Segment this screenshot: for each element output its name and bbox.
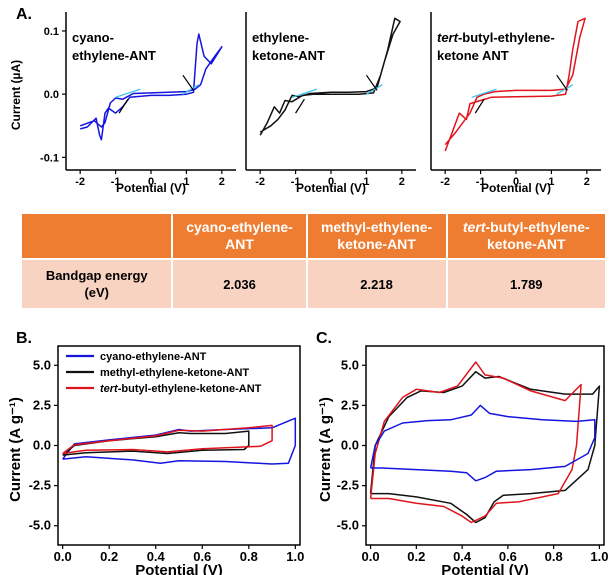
x-tick-label: 0.8 [240, 549, 258, 564]
x-tick-label: 1 [548, 176, 554, 188]
x-tick-label: 1.0 [590, 549, 608, 564]
table-header-tert: tert-butyl-ethylene-ketone-ANT [447, 214, 605, 258]
legend-label: cyano-ethylene-ANT [100, 351, 207, 363]
x-tick-label: -1 [291, 176, 301, 188]
onset-arrow-oxidation [182, 74, 194, 91]
chart-annotation: tert-butyl-ethylene- [437, 30, 555, 45]
table-corner-cell [22, 214, 172, 258]
series-line-black [369, 370, 601, 524]
y-tick-label: 0.0 [44, 89, 59, 101]
y-tick-label: 5.0 [341, 357, 359, 372]
x-axis-label: Potential (V) [441, 562, 529, 575]
y-axis-label: Current (µA) [9, 60, 23, 130]
x-tick-label: -2 [255, 176, 265, 188]
y-axis-label: Current (A g⁻¹) [7, 397, 24, 502]
x-tick-label: -2 [440, 176, 450, 188]
table-value-methyl: 2.218 [307, 260, 446, 308]
series-line-red [444, 17, 586, 152]
y-tick-label: -2.5 [29, 478, 51, 493]
x-tick-label: 2 [399, 176, 405, 188]
x-tick-label: 1 [183, 176, 189, 188]
y-tick-label: 5.0 [33, 357, 51, 372]
legend-label: tert-butyl-ethylene-ketone-ANT [100, 383, 262, 395]
y-tick-label: 0.0 [341, 438, 359, 453]
bandgap-table: cyano-ethylene- ANT methyl-ethylene-keton… [20, 212, 607, 310]
table-row-label: Bandgap energy (eV) [22, 260, 172, 308]
x-tick-label: 0.4 [453, 549, 472, 564]
x-tick-label: 0.8 [545, 549, 563, 564]
series-line-red [369, 361, 582, 524]
y-tick-label: -5.0 [337, 518, 359, 533]
legend-label: methyl-ethylene-ketone-ANT [100, 367, 249, 379]
onset-tangent-oxidation [182, 84, 200, 95]
onset-arrow-reduction [118, 98, 129, 114]
y-axis-label: Current (A g⁻¹) [317, 397, 334, 502]
y-tick-label: 0.1 [44, 26, 59, 38]
x-axis-label: Potential (V) [481, 181, 551, 195]
chart-annotation: ketone-ANT [252, 48, 325, 63]
y-tick-label: 0.0 [33, 438, 51, 453]
series-line-blue [62, 417, 297, 465]
chart-annotation: ketone ANT [437, 48, 509, 63]
table-value-tert: 1.789 [447, 260, 605, 308]
x-tick-label: 0 [328, 176, 334, 188]
chart-annotation: cyano- [72, 30, 114, 45]
onset-tangent-oxidation [556, 84, 573, 95]
y-tick-label: -0.1 [40, 152, 59, 164]
x-tick-label: 0 [148, 176, 154, 188]
x-tick-label: 0.0 [54, 549, 72, 564]
x-tick-label: 0.0 [362, 549, 380, 564]
onset-tangent-oxidation [366, 84, 383, 95]
y-tick-label: 2.5 [341, 397, 359, 412]
table-value-cyano: 2.036 [173, 260, 306, 308]
x-tick-label: 1.0 [286, 549, 304, 564]
onset-arrow-reduction [474, 98, 485, 114]
x-tick-label: 0 [513, 176, 519, 188]
x-tick-label: -1 [111, 176, 121, 188]
onset-tangent-reduction [115, 88, 141, 98]
x-tick-label: 2 [584, 176, 590, 188]
x-tick-label: 0.6 [193, 549, 211, 564]
onset-arrow-oxidation [365, 74, 378, 91]
table-header-methyl: methyl-ethylene-ketone-ANT [307, 214, 446, 258]
panel-label-c: C. [316, 330, 332, 347]
chart-annotation: ethylene-ANT [72, 48, 156, 63]
series-line-blue [79, 33, 223, 141]
x-tick-label: 1 [363, 176, 369, 188]
y-tick-label: -5.0 [29, 518, 51, 533]
onset-arrow-oxidation [556, 74, 568, 91]
x-axis-label: Potential (V) [116, 181, 186, 195]
panel-label-a: A. [16, 6, 32, 23]
x-tick-label: 0.2 [407, 549, 425, 564]
x-axis-label: Potential (V) [296, 181, 366, 195]
x-tick-label: 0.4 [147, 549, 166, 564]
onset-tangent-reduction [291, 88, 318, 98]
x-axis-label: Potential (V) [135, 562, 223, 575]
chart-annotation: ethylene- [252, 30, 309, 45]
series-line-blue [369, 404, 596, 482]
onset-arrow-reduction [295, 98, 305, 114]
x-tick-label: 0.2 [100, 549, 118, 564]
x-tick-label: 2 [219, 176, 225, 188]
y-tick-label: 2.5 [33, 397, 51, 412]
onset-tangent-reduction [471, 88, 497, 98]
series-line-red [62, 424, 273, 455]
x-tick-label: -2 [75, 176, 85, 188]
y-tick-label: -2.5 [337, 478, 359, 493]
table-header-cyano: cyano-ethylene- ANT [173, 214, 306, 258]
x-tick-label: 0.6 [499, 549, 517, 564]
panel-label-b: B. [16, 330, 32, 347]
x-tick-label: -1 [476, 176, 486, 188]
